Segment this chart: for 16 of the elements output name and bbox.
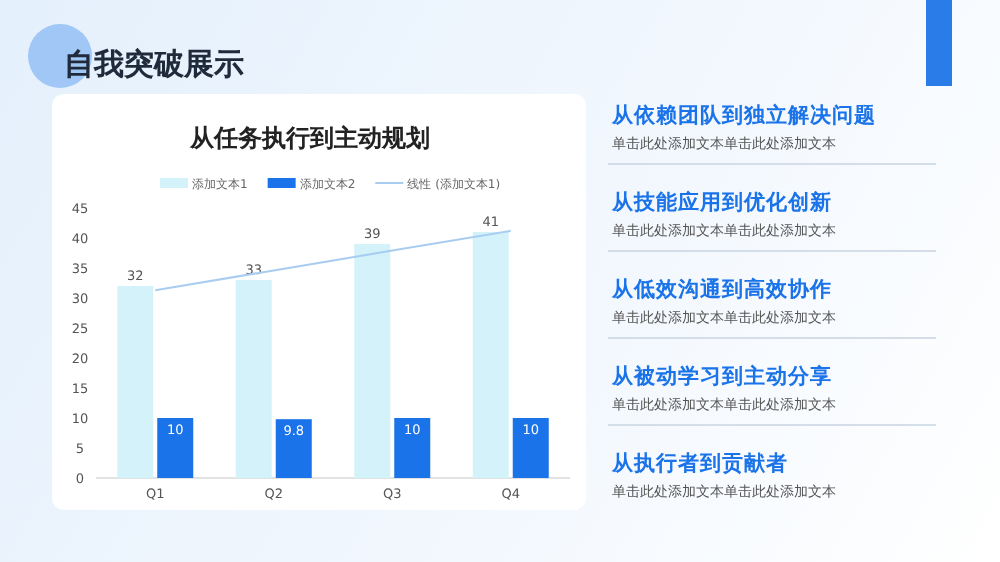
bar (235, 280, 272, 478)
bar (394, 418, 431, 478)
bar (275, 419, 312, 478)
text: 从低效沟通到高效协作 (610, 276, 832, 302)
chart-title: 从任务执行到主动规划 (188, 124, 430, 152)
line-series (154, 229, 512, 292)
text: 从依赖团队到独立解决问题 (610, 102, 876, 128)
text: 从执行者到贡献者 (610, 450, 788, 476)
bar (472, 232, 509, 478)
bar (117, 286, 154, 478)
bar (354, 244, 391, 478)
bar (157, 418, 194, 478)
text: 从被动学习到主动分享 (610, 363, 832, 389)
text: 从技能应用到优化创新 (610, 189, 832, 215)
bar (512, 418, 549, 478)
text: 自我突破展示 (64, 46, 244, 82)
